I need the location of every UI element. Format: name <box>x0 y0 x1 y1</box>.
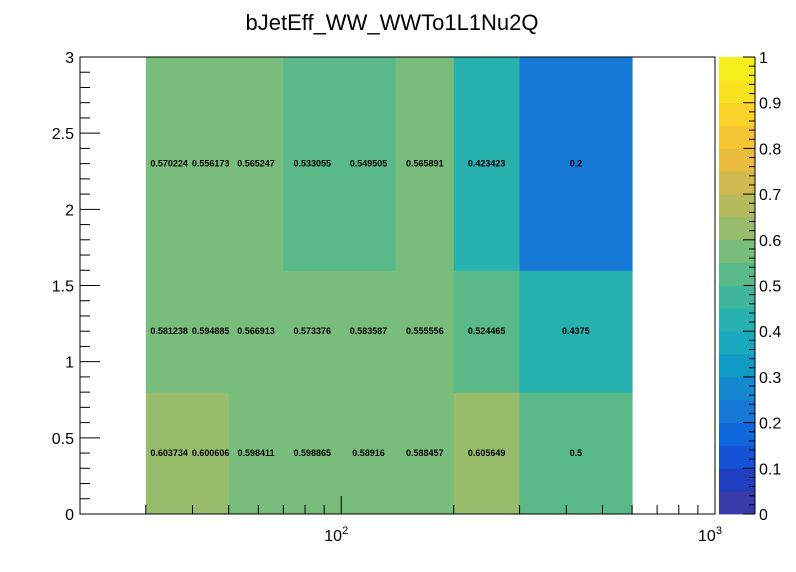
cell-value-label: 0.594885 <box>192 326 230 336</box>
cell-value-label: 0.570224 <box>150 159 188 169</box>
palette-tick-label: 0 <box>759 507 768 524</box>
palette-band <box>719 308 755 332</box>
heatmap-cell <box>395 270 455 393</box>
palette-tick-label: 0.5 <box>759 279 781 296</box>
palette-tick-label: 0.6 <box>759 233 781 250</box>
heatmap-cell <box>283 392 342 515</box>
palette-tick-label: 0.4 <box>759 324 781 341</box>
cell-value-label: 0.423423 <box>468 159 506 169</box>
palette-band <box>719 57 755 81</box>
cell-value-label: 0.583587 <box>350 326 388 336</box>
heatmap-cells <box>145 57 633 515</box>
cell-value-label: 0.600606 <box>192 448 230 458</box>
y-tick-label: 2 <box>65 202 74 219</box>
heatmap-cell <box>395 57 455 271</box>
palette-tick-label: 1 <box>759 50 768 67</box>
heatmap-cell <box>519 270 633 393</box>
cell-value-label: 0.573376 <box>294 326 332 336</box>
palette-band <box>719 125 755 149</box>
heatmap-cell <box>453 270 521 393</box>
cell-value-label: 0.555556 <box>406 326 444 336</box>
palette-band <box>719 468 755 492</box>
cell-value-label: 0.603734 <box>150 448 188 458</box>
heatmap-cell <box>341 392 397 515</box>
cell-value-label: 0.598865 <box>294 448 332 458</box>
palette-band <box>719 445 755 469</box>
palette-tick-label: 0.9 <box>759 96 781 113</box>
palette-band <box>719 79 755 104</box>
palette-band <box>719 491 755 515</box>
heatmap-cell <box>283 270 342 393</box>
y-tick-label: 0.5 <box>52 431 74 448</box>
heatmap-cell <box>341 270 397 393</box>
heatmap-cell <box>192 270 230 393</box>
palette-band <box>719 148 755 172</box>
x-tick-label: 102 <box>324 525 348 545</box>
heatmap-cell <box>341 57 397 271</box>
cell-value-label: 0.565891 <box>406 159 444 169</box>
palette-band <box>719 102 755 126</box>
heatmap-cell <box>519 392 633 515</box>
heatmap-cell <box>283 57 342 271</box>
palette-tick-label: 0.7 <box>759 187 781 204</box>
y-tick-label: 3 <box>65 50 74 67</box>
heatmap-cell <box>395 392 455 515</box>
y-tick-label: 0 <box>65 507 74 524</box>
x-tick-label: 103 <box>698 525 722 545</box>
cell-value-label: 0.598411 <box>238 448 275 458</box>
cell-value-label: 0.581238 <box>150 326 188 336</box>
palette-band <box>719 216 755 241</box>
cell-value-label: 0.58916 <box>352 448 385 458</box>
palette-tick-label: 0.1 <box>759 461 781 478</box>
color-palette: 0 0.1 0.2 0.3 0.4 0.5 0.6 0.7 0.8 0.9 1 <box>719 50 781 524</box>
palette-band <box>719 331 755 355</box>
cell-value-label: 0.5 <box>570 448 583 458</box>
cell-value-label: 0.524465 <box>468 326 506 336</box>
heatmap-cell <box>145 392 194 515</box>
heatmap-cell-labels: 0.603734 0.600606 0.598411 0.598865 0.58916 0… <box>150 159 589 458</box>
palette-band <box>719 171 755 195</box>
palette-band <box>719 422 755 446</box>
cell-value-label: 0.2 <box>570 159 583 169</box>
palette-band <box>719 399 755 423</box>
heatmap-cell <box>519 57 633 271</box>
heatmap-cell <box>228 270 284 393</box>
x-axis: 102 103 <box>79 496 722 545</box>
y-tick-label: 1 <box>65 355 74 372</box>
palette-band <box>719 376 755 401</box>
cell-value-label: 0.549505 <box>350 159 388 169</box>
cell-value-label: 0.565247 <box>237 159 275 169</box>
palette-tick-label: 0.3 <box>759 370 781 387</box>
heatmap-cell <box>192 57 230 271</box>
palette-band <box>719 354 755 378</box>
palette-band <box>719 285 755 309</box>
heatmap-cell <box>145 57 194 271</box>
heatmap-cell <box>192 392 230 515</box>
cell-value-label: 0.556173 <box>192 159 230 169</box>
palette-tick-label: 0.2 <box>759 416 781 433</box>
y-axis: 0 0.5 1 1.5 2 2.5 3 <box>52 50 100 524</box>
y-tick-label: 2.5 <box>52 126 74 143</box>
heatmap-cell <box>228 392 284 515</box>
heatmap-cell <box>453 57 521 271</box>
palette-band <box>719 239 755 264</box>
palette-tick-label: 0.8 <box>759 141 781 158</box>
heatmap-cell <box>453 392 521 515</box>
chart-title: bJetEff_WW_WWTo1L1Nu2Q <box>245 10 538 35</box>
cell-value-label: 0.566913 <box>237 326 275 336</box>
heatmap-cell <box>145 270 194 393</box>
cell-value-label: 0.605649 <box>468 448 506 458</box>
cell-value-label: 0.4375 <box>562 326 590 336</box>
heatmap-cell <box>228 57 284 271</box>
cell-value-label: 0.588457 <box>406 448 444 458</box>
palette-band <box>719 262 755 286</box>
cell-value-label: 0.533055 <box>294 159 332 169</box>
y-tick-label: 1.5 <box>52 279 74 296</box>
palette-band <box>719 194 755 218</box>
